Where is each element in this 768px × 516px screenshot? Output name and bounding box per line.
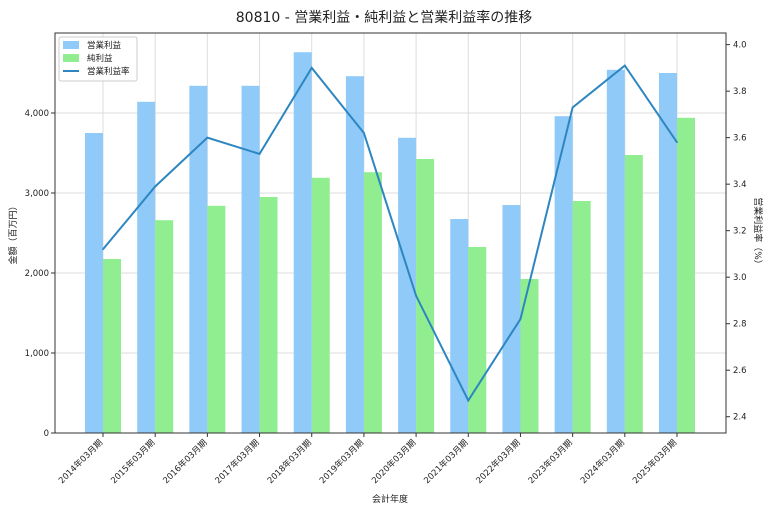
y-axis-label: 金額（百万円） [7, 201, 19, 264]
plot-frame [54, 32, 727, 434]
x-tick-label: 2025年03月期 [630, 437, 679, 486]
point-operating-margin [624, 64, 626, 67]
bar-operating-profit [659, 73, 677, 433]
y2-tick-label: 2.8 [733, 320, 747, 330]
y2-tick-label: 2.4 [733, 413, 747, 423]
y2-tick-label: 3.4 [733, 180, 747, 190]
bar-operating-profit [606, 69, 625, 434]
y2-axis-label: 営業利益率（%） [752, 197, 764, 269]
legend: 営業利益 純利益 営業利益率 [58, 36, 138, 82]
bar-net-profit [259, 197, 278, 433]
bar-net-profit [468, 247, 487, 433]
y-tick-label: 3,000 [25, 189, 49, 199]
x-tick-label: 2021年03月期 [422, 437, 471, 486]
x-tick-label: 2020年03月期 [369, 437, 418, 486]
bar-net-profit [572, 201, 591, 433]
bar-operating-profit [345, 76, 364, 433]
x-tick-label: 2016年03月期 [161, 437, 210, 486]
y2-tick-label: 2.6 [733, 366, 747, 376]
point-operating-margin [102, 248, 104, 251]
bar-net-profit [207, 205, 226, 433]
point-operating-margin [519, 318, 522, 320]
point-operating-margin [363, 132, 365, 134]
bar-operating-profit [502, 205, 521, 433]
x-tick-label: 2017年03月期 [213, 437, 262, 486]
y-tick-label: 4,000 [25, 109, 49, 119]
line-operating-margin [102, 64, 678, 403]
legend-swatch-operating-profit [63, 41, 79, 49]
bar-net-profit [677, 117, 695, 434]
y2-tick-label: 4.0 [733, 41, 747, 51]
x-tick-label: 2019年03月期 [317, 437, 366, 486]
legend-label-net-profit: 純利益 [87, 53, 113, 64]
bar-operating-profit [398, 137, 417, 434]
bar-net-profit [624, 155, 643, 433]
y-axis-left: 0 1,000 2,000 3,000 4,000 [25, 109, 55, 439]
y-axis-right: 2.4 2.6 2.8 3.0 3.2 3.4 3.6 3.8 4.0 [726, 41, 747, 423]
point-operating-margin [415, 294, 417, 297]
bar-operating-profit [554, 116, 573, 433]
bar-operating-profit [137, 101, 156, 434]
point-operating-margin [206, 136, 209, 139]
bar-net-profit [103, 259, 121, 433]
x-tick-label: 2014年03月期 [56, 437, 105, 486]
x-tick-label: 2022年03月期 [474, 437, 523, 486]
x-axis: 2014年03月期 2015年03月期 2016年03月期 2017年03月期 2018… [56, 433, 679, 486]
bars [85, 52, 695, 434]
point-operating-margin [258, 153, 261, 155]
bar-net-profit [416, 159, 435, 433]
bar-operating-profit [293, 52, 312, 433]
legend-swatch-net-profit [63, 54, 79, 62]
bar-net-profit [155, 220, 174, 433]
x-tick-label: 2024年03月期 [578, 437, 627, 486]
y2-tick-label: 3.6 [733, 134, 747, 144]
y-tick-label: 2,000 [25, 269, 49, 279]
bar-operating-profit [241, 85, 260, 434]
rate-line [102, 64, 678, 403]
x-tick-label: 2023年03月期 [526, 437, 575, 486]
chart-title: 80810 - 営業利益・純利益と営業利益率の推移 [236, 9, 533, 26]
bar-net-profit [520, 279, 539, 433]
bar-net-profit [311, 177, 330, 433]
bar-operating-profit [189, 85, 208, 434]
point-operating-margin [310, 67, 313, 69]
y2-tick-label: 3.8 [733, 87, 747, 97]
y2-tick-label: 3.2 [733, 227, 747, 237]
y-tick-label: 0 [44, 429, 49, 439]
legend-label-margin: 営業利益率 [87, 66, 130, 77]
point-operating-margin [676, 141, 678, 144]
point-operating-margin [571, 106, 574, 109]
bar-net-profit [363, 172, 382, 433]
x-axis-label: 会計年度 [372, 493, 408, 505]
y2-tick-label: 3.0 [733, 273, 747, 283]
bar-operating-profit [450, 219, 469, 433]
point-operating-margin [154, 185, 156, 188]
legend-label-operating-profit: 営業利益 [87, 40, 122, 51]
x-tick-label: 2018年03月期 [265, 437, 314, 486]
point-operating-margin [467, 399, 470, 402]
x-tick-label: 2015年03月期 [109, 437, 158, 486]
y-tick-label: 1,000 [25, 349, 49, 359]
bar-operating-profit [85, 133, 103, 433]
